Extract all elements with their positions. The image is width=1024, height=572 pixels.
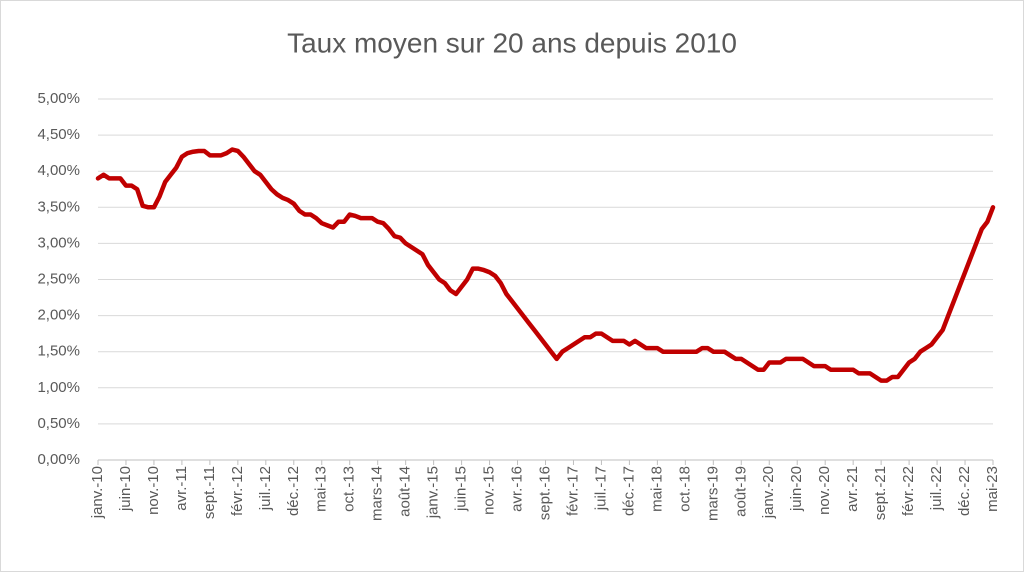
x-tick-label: avr.-21: [844, 466, 861, 512]
x-tick-label: juil.-17: [592, 466, 609, 511]
x-tick-label: juil.-12: [257, 466, 274, 511]
x-tick-label: déc.-22: [956, 466, 973, 516]
x-tick-label: nov.-10: [145, 466, 162, 515]
y-tick-label: 3,00%: [37, 234, 80, 251]
x-tick-label: mai-13: [313, 466, 330, 512]
y-tick-label: 0,50%: [37, 415, 80, 432]
x-tick-label: mai-23: [984, 466, 1001, 512]
line: [95, 147, 996, 383]
x-tick-label: févr.-12: [229, 466, 246, 516]
x-tick-label: déc.-17: [620, 466, 637, 516]
x-tick-label: nov.-15: [481, 466, 498, 515]
x-tick-label: mars-19: [704, 466, 721, 521]
x-tick-label: avr.-16: [509, 466, 526, 512]
x-tick-label: août-14: [397, 466, 414, 517]
y-tick-label: 0,00%: [37, 451, 80, 468]
x-tick-label: févr.-22: [900, 466, 917, 516]
y-tick-label: 5,00%: [37, 90, 80, 107]
x-tick-label: janv.-15: [425, 466, 442, 519]
x-tick-label: sept.-16: [536, 466, 553, 520]
x-tick-label: août-19: [732, 466, 749, 517]
x-tick-label: nov.-20: [816, 466, 833, 515]
x-tick-label: juin-15: [453, 466, 470, 512]
x-tick-label: janv.-10: [89, 466, 106, 519]
x-tick-label: déc.-12: [285, 466, 302, 516]
y-tick-label: 1,50%: [37, 343, 80, 360]
x-tick-label: févr.-17: [564, 466, 581, 516]
x-tick-label: janv.-20: [760, 466, 777, 519]
x-tick-label: oct.-18: [676, 466, 693, 512]
x-tick-label: mai-18: [648, 466, 665, 512]
y-tick-label: 1,00%: [37, 379, 80, 396]
x-tick-label: avr.-11: [173, 466, 190, 511]
x-tick-label: sept.-11: [201, 466, 218, 519]
x-tick-label: oct.-13: [341, 466, 358, 512]
x-tick-label: juil.-22: [928, 466, 945, 511]
y-tick-label: 4,50%: [37, 126, 80, 143]
y-tick-label: 2,00%: [37, 307, 80, 324]
x-tick-label: juin-20: [788, 466, 805, 512]
x-tick-label: mars-14: [369, 466, 386, 521]
y-tick-label: 2,50%: [37, 270, 80, 287]
x-tick-label: sept.-21: [872, 466, 889, 520]
x-tick-label: juin-10: [117, 466, 134, 512]
y-tick-label: 3,50%: [37, 198, 80, 215]
chart-title: Taux moyen sur 20 ans depuis 2010: [287, 27, 737, 58]
y-tick-label: 4,00%: [37, 162, 80, 179]
